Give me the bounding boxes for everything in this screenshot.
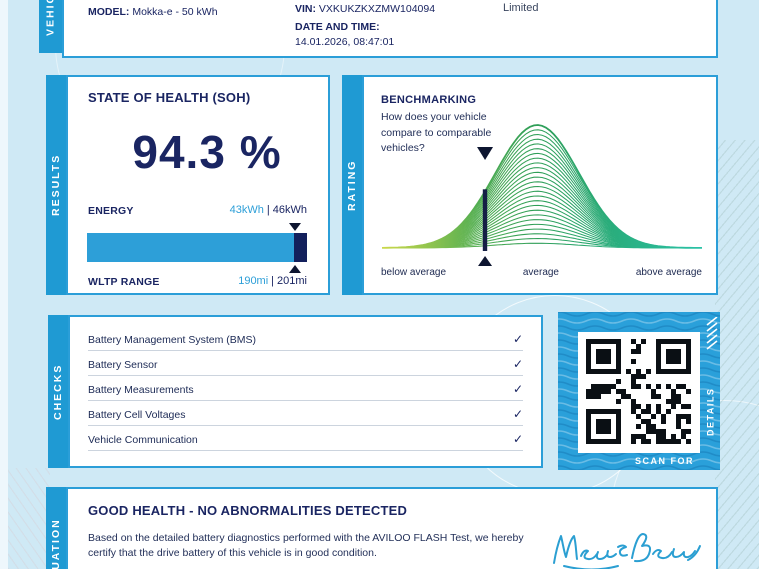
bar-marker-down-icon [289,223,301,231]
vehicle-card: MODEL: Mokka-e - 50 kWh VIN: VXKUKZKXZMW… [62,0,718,58]
vehicle-section-tab: VEHICLE [39,0,62,53]
check-row: Battery Management System (BMS) ✓ [88,326,523,351]
details-label: DETAILS [705,387,716,437]
evaluation-body-line2: certify that the drive battery of this v… [88,547,377,559]
qr-code [586,339,691,444]
evaluation-section-tab: EVALUATION [46,487,66,569]
benchmark-bell-curve [381,124,703,266]
benchmarking-subtitle: How does your vehicle compare to compara… [381,111,492,154]
wltp-nominal: 201mi [277,275,307,287]
partner-text: Limited [503,2,539,14]
qr-frame [578,332,700,453]
benchmark-axis-labels: below average average above average [381,267,702,278]
results-section-tab: RESULTS [46,75,66,295]
hatch-marks-icon [706,317,718,350]
signature [553,533,701,569]
rating-section-tab: RATING [342,75,362,295]
check-row: Battery Cell Voltages ✓ [88,401,523,426]
diagonal-hatch-pattern [8,468,50,569]
energy-label: ENERGY [88,205,134,217]
evaluation-title: GOOD HEALTH - NO ABNORMALITIES DETECTED [88,503,408,518]
check-label: Battery Management System (BMS) [88,334,257,346]
checks-section-tab: CHECKS [48,315,68,468]
soh-bar-fill [87,233,295,262]
wltp-label: WLTP RANGE [88,276,160,288]
soh-value: 94.3 % [132,126,282,178]
check-mark-icon: ✓ [512,382,523,396]
check-mark-icon: ✓ [512,432,523,446]
check-label: Vehicle Communication [88,434,198,446]
axis-label-above-average: above average [635,267,702,278]
soh-title: STATE OF HEALTH (SOH) [88,90,251,105]
datetime-label: DATE AND TIME: [295,21,380,33]
soh-bar [87,233,307,262]
vin-value: VXKUKZKXZMW104094 [318,3,436,15]
energy-measured: 43kWh [229,204,264,216]
value-separator: | [271,275,275,287]
evaluation-card: GOOD HEALTH - NO ABNORMALITIES DETECTED … [66,487,718,569]
energy-nominal: 46kWh [272,204,307,216]
check-mark-icon: ✓ [512,357,523,371]
datetime-value: 14.01.2026, 08:47:01 [295,36,395,48]
model-value: Mokka-e - 50 kWh [132,6,218,18]
check-row: Battery Sensor ✓ [88,351,523,376]
check-row: Battery Measurements ✓ [88,376,523,401]
check-mark-icon: ✓ [512,332,523,346]
signature-name: Marcus Berger [68,489,69,490]
page-left-margin [0,0,8,569]
checks-list: Battery Management System (BMS) ✓ Batter… [88,326,523,451]
check-mark-icon: ✓ [512,407,523,421]
bar-marker-up-icon [289,265,301,273]
vehicle-model: MODEL: Mokka-e - 50 kWh [88,6,218,18]
rating-card: BENCHMARKING How does your vehicle compa… [362,75,718,295]
diagonal-hatch-pattern [715,140,759,569]
scan-for-label: SCAN FOR [635,456,694,466]
energy-values: 43kWh | 46kWh [230,204,307,216]
axis-label-below-average: below average [381,267,447,278]
check-label: Battery Measurements [88,384,194,396]
benchmarking-title: BENCHMARKING [381,94,477,106]
wltp-measured: 190mi [238,275,269,287]
checks-card: Battery Management System (BMS) ✓ Batter… [68,315,543,468]
results-card: STATE OF HEALTH (SOH) 94.3 % ENERGY 43kW… [66,75,330,295]
check-row: Vehicle Communication ✓ [88,426,523,451]
check-label: Battery Cell Voltages [88,409,186,421]
evaluation-body-line1: Based on the detailed battery diagnostic… [88,532,524,544]
qr-panel: SCAN FOR DETAILS [558,312,720,470]
axis-label-average: average [522,267,559,278]
model-label: MODEL: [88,6,130,18]
wltp-values: 190mi | 201mi [238,275,307,287]
vehicle-vin: VIN: VXKUKZKXZMW104094 [295,3,435,15]
check-label: Battery Sensor [88,359,158,371]
vin-label: VIN: [295,3,316,15]
evaluation-body: Based on the detailed battery diagnostic… [88,531,524,561]
value-separator: | [266,204,270,216]
